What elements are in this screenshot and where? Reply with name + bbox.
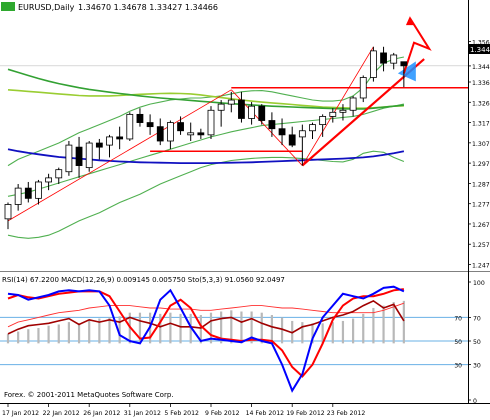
candle-body	[166, 122, 174, 142]
price-tick-label: 1.27740	[472, 202, 490, 209]
trendline-left	[7, 89, 232, 222]
price-tick-label: 1.32690	[472, 100, 490, 107]
rsi-line	[7, 299, 405, 335]
candle-body	[288, 134, 296, 146]
price-tick-label: 1.31700	[472, 121, 490, 128]
time-tick-label: 9 Feb 2012	[205, 410, 240, 417]
candle-body	[278, 128, 286, 136]
oscillator-header: RSI(14) 67.2200 MACD(12,26,9) 0.009145 0…	[2, 276, 285, 284]
candle-body	[14, 187, 22, 205]
candle-body	[380, 52, 387, 64]
candle-body	[207, 109, 215, 136]
price-tick-label: 1.30710	[472, 141, 490, 148]
candle-body	[349, 97, 357, 111]
oscillator-tick-label: 50	[473, 339, 481, 346]
oscillator-tick-label: 0	[473, 398, 477, 405]
candle-body	[238, 99, 245, 119]
price-tick-label: 1.33680	[472, 80, 490, 87]
time-tick-label: 31 Jan 2012	[124, 410, 161, 417]
candle-body	[339, 109, 347, 113]
level-label: 50	[454, 339, 462, 346]
candle-body	[319, 116, 327, 126]
bollinger-lower-band	[7, 150, 405, 239]
candle-body	[400, 61, 408, 67]
candle-body	[35, 181, 42, 199]
candle-body	[187, 132, 195, 136]
candle-body	[390, 54, 398, 64]
candle-body	[258, 105, 266, 121]
level-label: 30	[454, 363, 462, 370]
candle-body	[197, 132, 205, 136]
stochastic-main-line	[7, 285, 405, 393]
candle-body	[65, 144, 73, 173]
candle-body	[45, 177, 52, 183]
copyright-text: Forex. © 2001-2011 MetaQuotes Software C…	[4, 391, 174, 399]
candle-body	[268, 120, 276, 130]
candle-body	[116, 136, 124, 140]
axes: 1.356601.344661.336801.326901.317001.307…	[2, 39, 490, 417]
moving-average-olive	[7, 89, 404, 109]
price-marker-label: 1.34466	[470, 46, 490, 54]
candle-body	[136, 113, 144, 123]
candle-body	[126, 113, 134, 140]
price-marker	[469, 44, 490, 54]
symbol-label: EURUSD,Daily	[18, 3, 75, 12]
candle-body	[298, 130, 306, 138]
time-tick-label: 17 Jan 2012	[2, 410, 39, 417]
candle-body	[85, 142, 93, 169]
time-tick-label: 23 Feb 2012	[327, 410, 366, 417]
moving-average-green	[7, 68, 404, 110]
ohlc-values: 1.34670 1.34678 1.33427 1.34466	[78, 3, 218, 12]
price-tick-label: 1.28730	[472, 181, 490, 188]
symbol-icon	[1, 2, 15, 11]
time-tick-label: 22 Jan 2012	[43, 410, 80, 417]
candle-body	[24, 187, 32, 199]
candle-body	[55, 169, 63, 179]
price-tick-label: 1.24770	[472, 263, 490, 270]
candle-body	[95, 142, 103, 148]
price-tick-label: 1.35660	[472, 39, 490, 46]
oscillator-tick-label: 30	[473, 363, 481, 370]
trendline-rise	[302, 46, 374, 166]
candle-body	[156, 126, 164, 142]
price-tick-label: 1.25760	[472, 242, 490, 249]
candle-body	[217, 103, 225, 111]
stochastic-signal-line	[7, 288, 405, 378]
candle-body	[309, 124, 316, 132]
price-tick-label: 1.29720	[472, 161, 490, 168]
time-tick-label: 26 Jan 2012	[83, 410, 120, 417]
time-tick-label: 5 Feb 2012	[164, 410, 199, 417]
price-tick-label: 1.34466	[472, 64, 490, 71]
price-tick-label: 1.26750	[472, 222, 490, 229]
projection-arrowhead	[405, 16, 414, 26]
time-tick-label: 14 Feb 2012	[246, 410, 285, 417]
time-tick-label: 19 Feb 2012	[286, 410, 325, 417]
candle-body	[106, 136, 113, 146]
candle-body	[75, 146, 83, 166]
candle-body	[359, 77, 367, 99]
projection-arrow	[402, 17, 432, 74]
target-triangle	[397, 61, 416, 82]
moving-average-blue	[7, 148, 405, 165]
level-label: 70	[454, 315, 462, 322]
candle-body	[329, 111, 337, 117]
candle-body	[146, 122, 154, 128]
main-price-panel	[0, 16, 468, 239]
candle-body	[177, 122, 184, 132]
bollinger-middle-band	[7, 103, 405, 197]
oscillator-tick-label: 70	[473, 315, 481, 322]
oscillator-panel: 70 50 30	[0, 285, 468, 393]
candle-body	[248, 105, 256, 119]
candle-body	[369, 50, 377, 78]
bollinger-upper-band	[7, 56, 405, 167]
candle-body	[4, 204, 12, 220]
oscillator-tick-label: 100	[473, 280, 485, 287]
candle-body	[227, 99, 235, 105]
